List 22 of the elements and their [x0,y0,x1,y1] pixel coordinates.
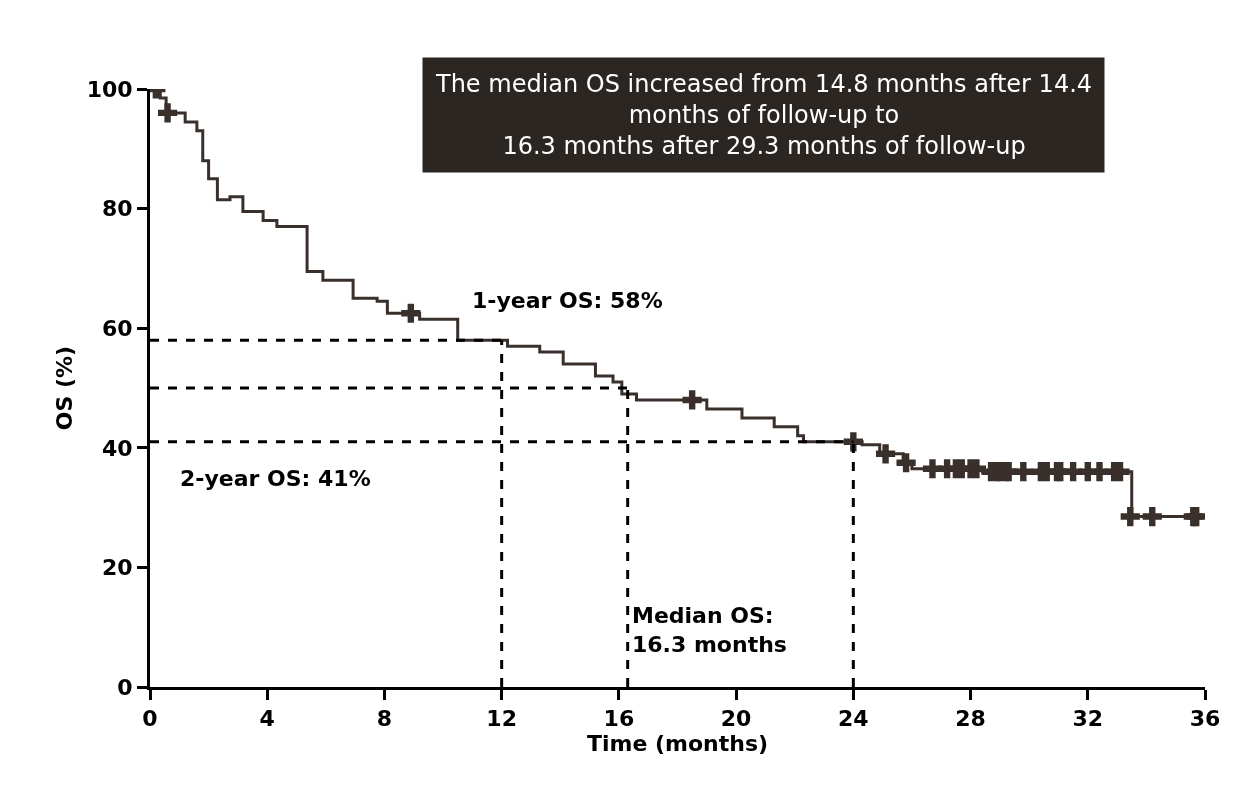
annotation: 1-year OS: 58% [472,288,663,313]
y-tick-label: 0 [117,674,133,700]
x-tick-label: 0 [142,706,158,732]
x-tick-label: 4 [259,706,275,732]
y-tick-label: 80 [101,196,133,222]
x-tick-label: 36 [1189,706,1221,732]
annotation: Median OS: 16.3 months [632,603,787,657]
x-tick-label: 24 [838,706,869,732]
y-axis-title: OS (%) [52,345,78,431]
x-tick-label: 8 [376,706,393,732]
x-tick-label: 20 [720,706,752,732]
y-tick-label: 20 [101,555,133,581]
y-tick-label: 60 [101,315,133,341]
y-tick-label: 40 [101,435,133,461]
x-tick-label: 28 [955,706,986,732]
x-tick-label: 16 [603,706,635,732]
x-tick-label: 12 [486,706,517,732]
x-axis-title: Time (months) [586,731,769,757]
annotation: 2-year OS: 41% [180,466,371,491]
annotation: The median OS increased from 14.8 months after 14.4 months of follow-up to 16.3 months after 29.3 months of follow-up [435,70,1093,161]
y-tick-label: 100 [86,76,133,102]
x-tick-label: 32 [1072,706,1104,732]
